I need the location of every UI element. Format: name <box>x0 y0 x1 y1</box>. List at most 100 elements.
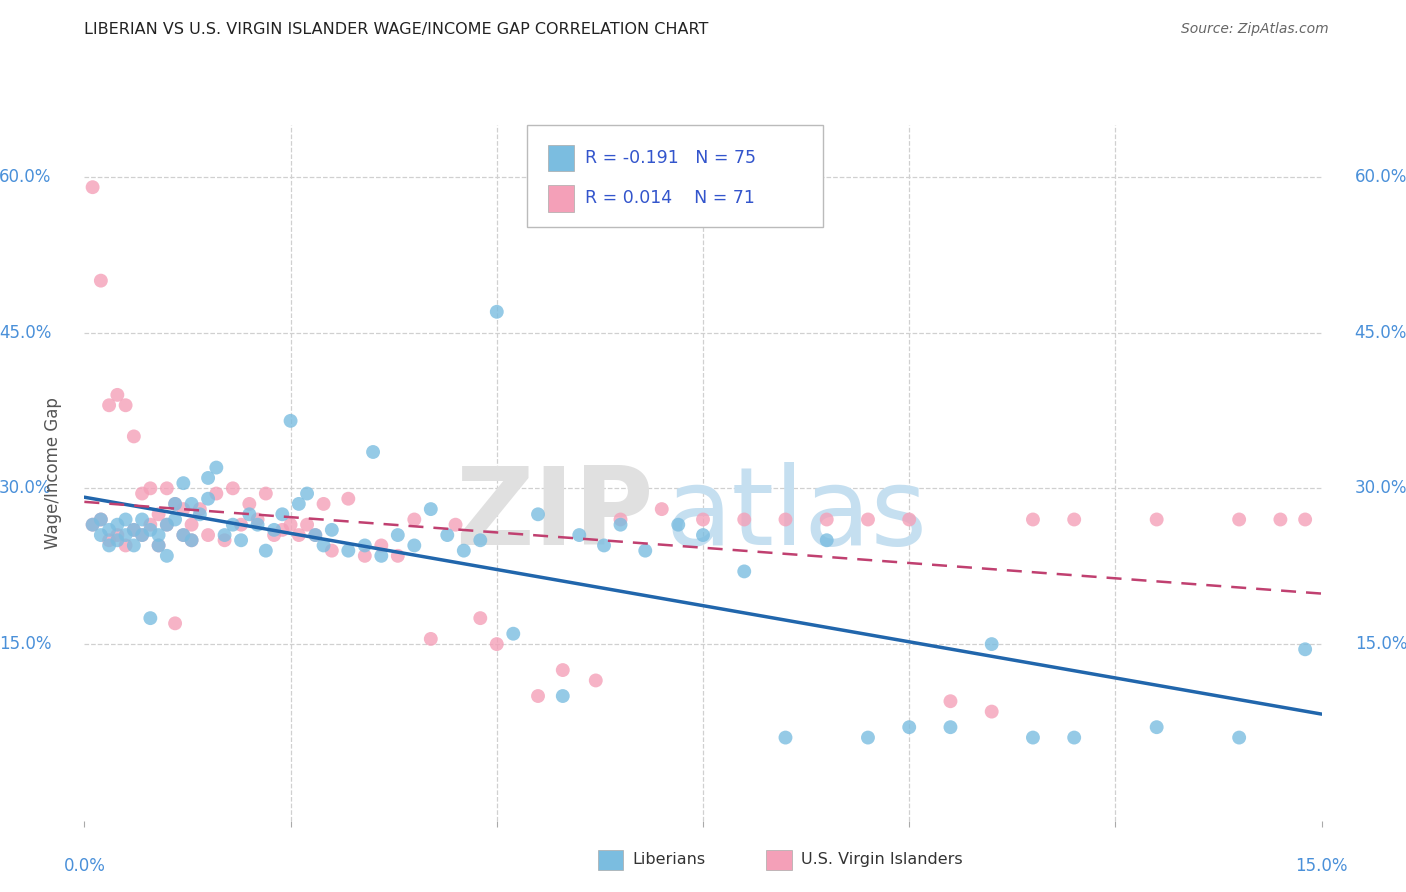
Text: 15.0%: 15.0% <box>1354 635 1406 653</box>
Point <box>419 502 441 516</box>
Point <box>165 497 187 511</box>
Text: 60.0%: 60.0% <box>1354 168 1406 186</box>
Point <box>114 528 136 542</box>
Point <box>205 460 228 475</box>
Point <box>165 497 187 511</box>
Point <box>90 512 112 526</box>
Point <box>1227 512 1250 526</box>
Point <box>214 528 236 542</box>
Text: LIBERIAN VS U.S. VIRGIN ISLANDER WAGE/INCOME GAP CORRELATION CHART: LIBERIAN VS U.S. VIRGIN ISLANDER WAGE/IN… <box>84 22 709 37</box>
Point <box>304 528 326 542</box>
Point <box>815 512 838 526</box>
Point <box>312 497 335 511</box>
Point <box>1294 512 1316 526</box>
Point <box>156 517 179 532</box>
Text: 30.0%: 30.0% <box>0 479 52 498</box>
Point <box>82 180 104 194</box>
Point <box>271 508 294 522</box>
Text: 15.0%: 15.0% <box>1295 857 1348 875</box>
Point <box>131 528 153 542</box>
Point <box>254 486 277 500</box>
Point <box>337 491 360 506</box>
Point <box>1063 512 1085 526</box>
Point <box>453 543 475 558</box>
Point <box>229 517 252 532</box>
Point <box>156 549 179 563</box>
Point <box>180 497 202 511</box>
Point <box>436 528 458 542</box>
Point <box>404 512 426 526</box>
Point <box>634 543 657 558</box>
Point <box>856 512 879 526</box>
Point <box>105 533 128 548</box>
Point <box>1227 731 1250 745</box>
Point <box>165 616 187 631</box>
Point <box>527 508 550 522</box>
Point <box>114 538 136 552</box>
Point <box>114 512 136 526</box>
Text: Wage/Income Gap: Wage/Income Gap <box>45 397 62 549</box>
Point <box>527 689 550 703</box>
Text: 45.0%: 45.0% <box>1354 324 1406 342</box>
Point <box>295 517 318 532</box>
Point <box>139 481 162 495</box>
Point <box>609 517 631 532</box>
Point <box>321 523 343 537</box>
Point <box>105 528 128 542</box>
Point <box>105 517 128 532</box>
Point <box>197 491 219 506</box>
Point <box>148 508 170 522</box>
Point <box>180 517 202 532</box>
Point <box>263 528 285 542</box>
Point <box>815 533 838 548</box>
Point <box>238 508 260 522</box>
Point <box>485 305 508 319</box>
Point <box>139 611 162 625</box>
Text: R = -0.191   N = 75: R = -0.191 N = 75 <box>585 149 756 167</box>
Point <box>90 528 112 542</box>
Point <box>114 398 136 412</box>
Text: atlas: atlas <box>666 461 928 567</box>
Point <box>98 533 121 548</box>
Text: U.S. Virgin Islanders: U.S. Virgin Islanders <box>801 853 963 867</box>
Point <box>172 528 194 542</box>
Point <box>172 476 194 491</box>
Point <box>733 565 755 579</box>
Point <box>214 533 236 548</box>
Point <box>568 528 591 542</box>
Point <box>122 538 145 552</box>
Text: R = 0.014    N = 71: R = 0.014 N = 71 <box>585 189 755 207</box>
Point <box>197 528 219 542</box>
Text: 0.0%: 0.0% <box>63 857 105 875</box>
Point <box>651 502 673 516</box>
Point <box>321 543 343 558</box>
Point <box>1022 512 1045 526</box>
Point <box>1063 731 1085 745</box>
Point <box>131 486 153 500</box>
Point <box>444 517 467 532</box>
Text: 45.0%: 45.0% <box>0 324 52 342</box>
Point <box>295 486 318 500</box>
Text: 60.0%: 60.0% <box>0 168 52 186</box>
Point <box>246 512 269 526</box>
Point <box>353 538 375 552</box>
Point <box>98 523 121 537</box>
Point <box>361 445 384 459</box>
Point <box>551 663 574 677</box>
Point <box>156 517 179 532</box>
Point <box>733 512 755 526</box>
Text: Source: ZipAtlas.com: Source: ZipAtlas.com <box>1181 22 1329 37</box>
Point <box>205 486 228 500</box>
Point <box>470 611 492 625</box>
Point <box>856 731 879 745</box>
Point <box>122 429 145 443</box>
Point <box>180 533 202 548</box>
Point <box>353 549 375 563</box>
Point <box>898 512 921 526</box>
Point <box>692 512 714 526</box>
Point <box>585 673 607 688</box>
Point <box>898 720 921 734</box>
Point <box>148 538 170 552</box>
Point <box>609 512 631 526</box>
Point <box>1294 642 1316 657</box>
